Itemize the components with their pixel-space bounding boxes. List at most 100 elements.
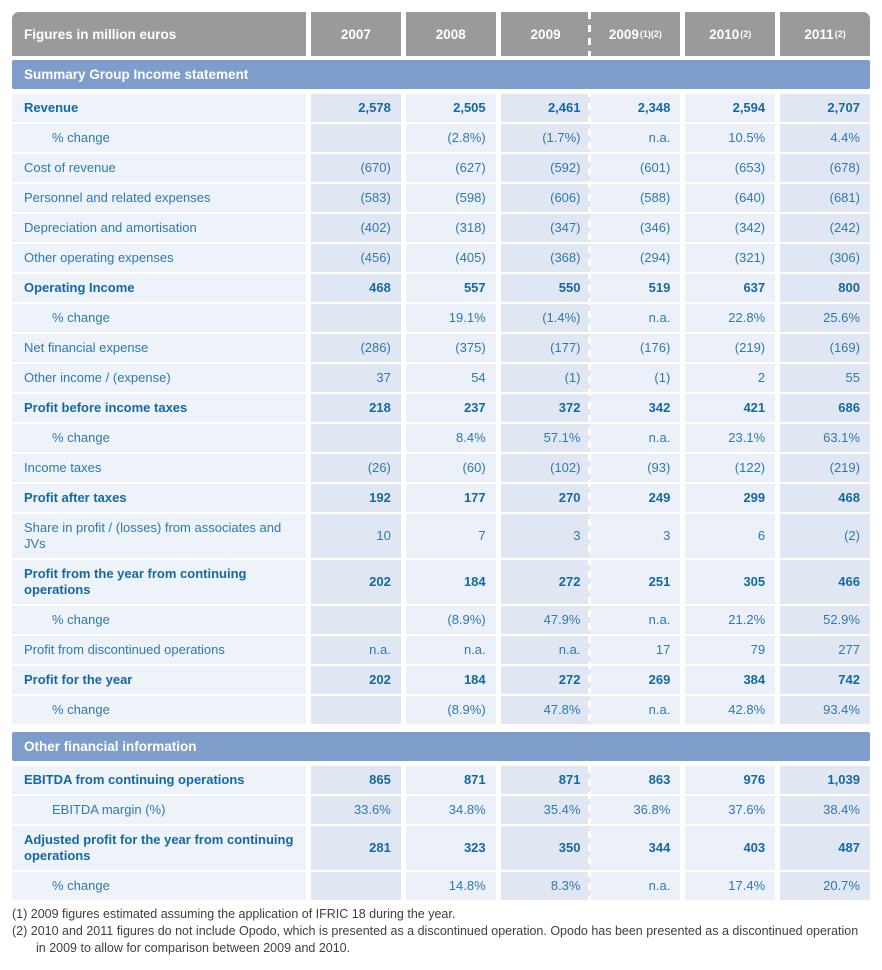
value-cell: (169): [780, 334, 870, 362]
value-cell: 1,039: [780, 766, 870, 794]
table-row: Profit after taxes 192 177 270 249 299 468: [12, 484, 870, 512]
value-cell: 384: [685, 666, 776, 694]
value-cell: 54: [405, 364, 496, 392]
value-cell: 742: [780, 666, 870, 694]
value-cell: 218: [311, 394, 401, 422]
row-label: Profit for the year: [12, 666, 306, 694]
value-cell: 184: [405, 666, 496, 694]
table-row: Operating Income 468 557 550 519 637 800: [12, 274, 870, 302]
value-cell: (627): [405, 154, 496, 182]
value-cell: (583): [311, 184, 401, 212]
table-row: Income taxes (26) (60) (102) (93) (122) (219): [12, 454, 870, 482]
value-cell: (318): [405, 214, 496, 242]
value-cell: 36.8%: [590, 796, 681, 824]
value-cell: 23.1%: [685, 424, 776, 452]
value-cell: (346): [590, 214, 681, 242]
value-cell: 557: [405, 274, 496, 302]
value-cell: [311, 124, 401, 152]
value-cell: 42.8%: [685, 696, 776, 724]
value-cell: 34.8%: [405, 796, 496, 824]
table-row: Revenue 2,578 2,505 2,461 2,348 2,594 2,707: [12, 94, 870, 122]
value-cell: (588): [590, 184, 681, 212]
value-cell: (60): [405, 454, 496, 482]
value-cell: 344: [590, 826, 681, 870]
value-cell: (219): [685, 334, 776, 362]
value-cell: 14.8%: [405, 872, 496, 900]
value-cell: [311, 606, 401, 634]
value-cell: (122): [685, 454, 776, 482]
section-title: Summary Group Income statement: [12, 60, 870, 89]
value-cell: 372: [500, 394, 591, 422]
table-section: Summary Group Income statement Revenue 2,5…: [12, 60, 870, 724]
value-cell: (375): [405, 334, 496, 362]
value-cell: (242): [780, 214, 870, 242]
row-label: Depreciation and amortisation: [12, 214, 306, 242]
value-cell: [311, 304, 401, 332]
row-label: % change: [12, 696, 306, 724]
value-cell: 3: [590, 514, 681, 558]
value-cell: 8.3%: [500, 872, 591, 900]
value-cell: 2,348: [590, 94, 681, 122]
value-cell: 323: [405, 826, 496, 870]
table-row: Profit for the year 202 184 272 269 384 742: [12, 666, 870, 694]
table-row: % change (2.8%) (1.7%) n.a. 10.5% 4.4%: [12, 124, 870, 152]
footnotes: (1) 2009 figures estimated assuming the …: [12, 906, 870, 957]
value-cell: 350: [500, 826, 591, 870]
value-cell: (8.9%): [405, 696, 496, 724]
value-cell: (347): [500, 214, 591, 242]
value-cell: 270: [500, 484, 591, 512]
row-label: Cost of revenue: [12, 154, 306, 182]
value-cell: 19.1%: [405, 304, 496, 332]
value-cell: 47.8%: [500, 696, 591, 724]
value-cell: 2,461: [500, 94, 591, 122]
value-cell: (678): [780, 154, 870, 182]
table-row: Profit from discontinued operations n.a. n…: [12, 636, 870, 664]
value-cell: 6: [685, 514, 776, 558]
value-cell: 519: [590, 274, 681, 302]
value-cell: 2: [685, 364, 776, 392]
table-row: % change 19.1% (1.4%) n.a. 22.8% 25.6%: [12, 304, 870, 332]
row-label: EBITDA margin (%): [12, 796, 306, 824]
row-label: Revenue: [12, 94, 306, 122]
row-label: % change: [12, 424, 306, 452]
value-cell: n.a.: [590, 606, 681, 634]
value-cell: 33.6%: [311, 796, 401, 824]
value-cell: 8.4%: [405, 424, 496, 452]
value-cell: n.a.: [590, 872, 681, 900]
value-cell: (177): [500, 334, 591, 362]
value-cell: [311, 872, 401, 900]
row-label: % change: [12, 872, 306, 900]
row-label: EBITDA from continuing operations: [12, 766, 306, 794]
column-header-2008: 2008: [405, 12, 496, 56]
value-cell: 184: [405, 560, 496, 604]
column-header-2010-restated: 2010 (2): [685, 12, 776, 56]
table-row: Other income / (expense) 37 54 (1) (1) 2 55: [12, 364, 870, 392]
row-label: Profit from discontinued operations: [12, 636, 306, 664]
value-cell: 800: [780, 274, 870, 302]
table-row: Net financial expense (286) (375) (177) (176…: [12, 334, 870, 362]
value-cell: n.a.: [590, 304, 681, 332]
value-cell: 342: [590, 394, 681, 422]
value-cell: 21.2%: [685, 606, 776, 634]
value-cell: 403: [685, 826, 776, 870]
column-header-2011-restated: 2011 (2): [780, 12, 870, 56]
value-cell: 38.4%: [780, 796, 870, 824]
value-cell: (102): [500, 454, 591, 482]
row-label: Adjusted profit for the year from contin…: [12, 826, 306, 870]
row-label: Personnel and related expenses: [12, 184, 306, 212]
table-row: Depreciation and amortisation (402) (318)(…: [12, 214, 870, 242]
value-cell: 299: [685, 484, 776, 512]
value-cell: 2,578: [311, 94, 401, 122]
value-cell: (8.9%): [405, 606, 496, 634]
value-cell: (368): [500, 244, 591, 272]
value-cell: n.a.: [590, 696, 681, 724]
table-row: Cost of revenue (670) (627) (592) (601) (653)…: [12, 154, 870, 182]
table-row: Other operating expenses (456) (405) (368)(…: [12, 244, 870, 272]
row-label: Net financial expense: [12, 334, 306, 362]
value-cell: 37: [311, 364, 401, 392]
value-cell: 249: [590, 484, 681, 512]
table-header-row: Figures in million euros 2007 2008 2009 200…: [12, 12, 870, 56]
column-header-2009-restated: 2009 (1)(2): [590, 12, 681, 56]
value-cell: (601): [590, 154, 681, 182]
